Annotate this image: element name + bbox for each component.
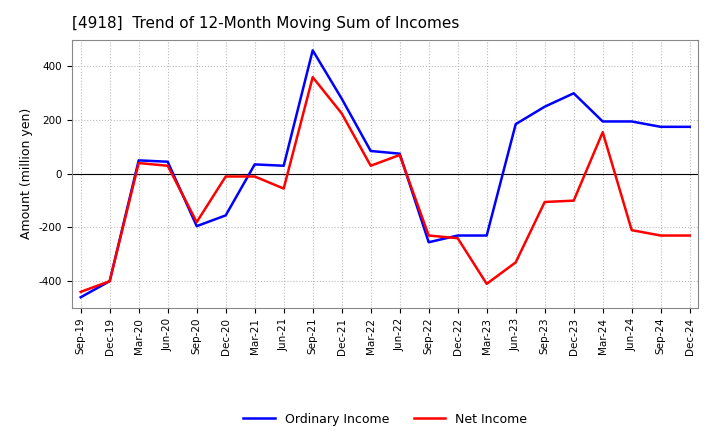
Net Income — [657, 233, 665, 238]
Line: Net Income: Net Income — [81, 77, 690, 292]
Net Income — [105, 279, 114, 284]
Ordinary Income — [685, 124, 694, 129]
Ordinary Income — [221, 213, 230, 218]
Ordinary Income — [192, 224, 201, 229]
Net Income — [192, 220, 201, 225]
Net Income — [627, 227, 636, 233]
Ordinary Income — [105, 279, 114, 284]
Net Income — [279, 186, 288, 191]
Ordinary Income — [454, 233, 462, 238]
Net Income — [163, 163, 172, 169]
Ordinary Income — [598, 119, 607, 124]
Net Income — [308, 74, 317, 80]
Net Income — [685, 233, 694, 238]
Ordinary Income — [163, 159, 172, 165]
Ordinary Income — [135, 158, 143, 163]
Ordinary Income — [366, 148, 375, 154]
Line: Ordinary Income: Ordinary Income — [81, 50, 690, 297]
Ordinary Income — [627, 119, 636, 124]
Net Income — [570, 198, 578, 203]
Y-axis label: Amount (million yen): Amount (million yen) — [20, 108, 33, 239]
Legend: Ordinary Income, Net Income: Ordinary Income, Net Income — [238, 407, 532, 431]
Net Income — [135, 161, 143, 166]
Ordinary Income — [308, 48, 317, 53]
Ordinary Income — [657, 124, 665, 129]
Ordinary Income — [541, 104, 549, 109]
Net Income — [338, 111, 346, 116]
Net Income — [541, 199, 549, 205]
Text: [4918]  Trend of 12-Month Moving Sum of Incomes: [4918] Trend of 12-Month Moving Sum of I… — [72, 16, 459, 32]
Ordinary Income — [570, 91, 578, 96]
Ordinary Income — [76, 295, 85, 300]
Ordinary Income — [251, 162, 259, 167]
Net Income — [482, 281, 491, 286]
Net Income — [511, 260, 520, 265]
Ordinary Income — [338, 96, 346, 101]
Net Income — [251, 174, 259, 179]
Net Income — [598, 129, 607, 135]
Ordinary Income — [395, 151, 404, 156]
Ordinary Income — [424, 240, 433, 245]
Ordinary Income — [279, 163, 288, 169]
Net Income — [454, 235, 462, 241]
Net Income — [395, 152, 404, 158]
Net Income — [221, 174, 230, 179]
Net Income — [424, 233, 433, 238]
Ordinary Income — [511, 121, 520, 127]
Ordinary Income — [482, 233, 491, 238]
Net Income — [76, 289, 85, 294]
Net Income — [366, 163, 375, 169]
